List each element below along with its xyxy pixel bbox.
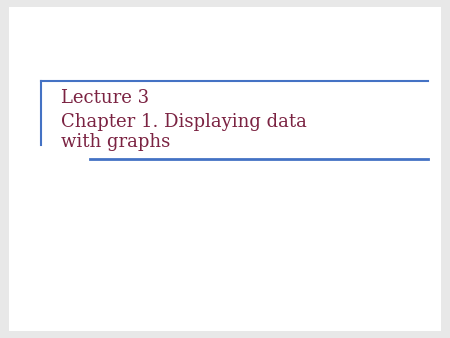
Text: Lecture 3: Lecture 3: [61, 89, 149, 107]
FancyBboxPatch shape: [9, 7, 441, 331]
Text: Chapter 1. Displaying data: Chapter 1. Displaying data: [61, 113, 306, 131]
Text: with graphs: with graphs: [61, 133, 170, 151]
